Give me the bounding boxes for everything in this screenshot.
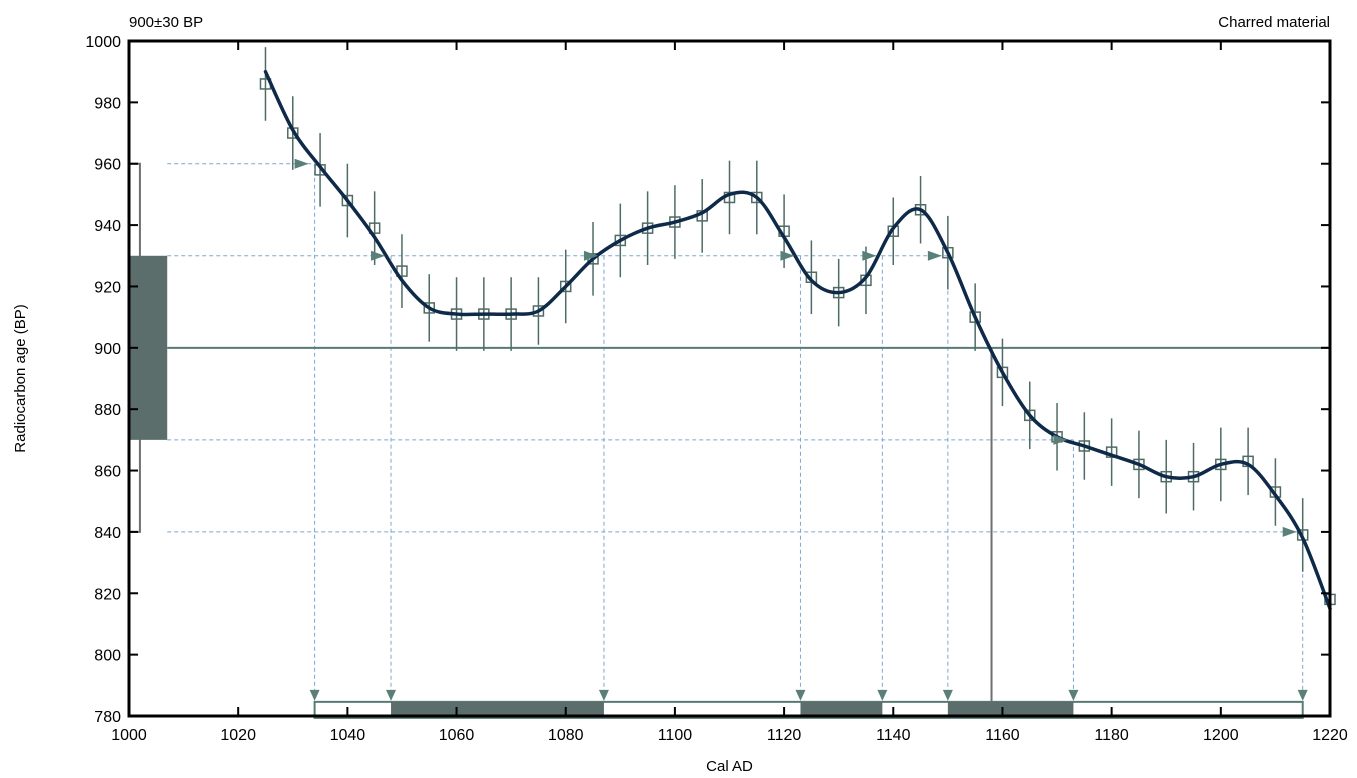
data-point [341, 194, 354, 207]
y-tick-label: 780 [94, 709, 121, 726]
x-tick-label: 1000 [111, 727, 147, 744]
one-sigma-range [800, 701, 883, 718]
x-tick-label: 1180 [1094, 727, 1129, 744]
plot-frame [127, 39, 1332, 718]
decadal-data-points [259, 47, 1336, 637]
x-tick-label: 1040 [330, 727, 366, 744]
y-tick-label: 1000 [85, 34, 121, 51]
guide-arrow [862, 250, 877, 261]
x-tick-label: 1060 [439, 727, 475, 744]
guide-arrow [927, 250, 942, 261]
y-tick-label: 880 [94, 402, 121, 419]
x-tick-label: 1120 [767, 727, 802, 744]
sample-age-label: 900±30 BP [129, 14, 203, 31]
guide-arrow [780, 250, 795, 261]
data-point [942, 246, 954, 259]
data-point [996, 366, 1009, 379]
range-arrow [877, 689, 888, 701]
guide-arrow [583, 250, 598, 261]
x-tick-label: 1140 [876, 727, 911, 744]
y-axis-title: Radiocarbon age (BP) [12, 304, 29, 452]
range-arrow [386, 689, 397, 701]
x-tick-label: 1100 [658, 727, 693, 744]
calibration-curve [263, 69, 1332, 611]
axes [127, 39, 1332, 718]
ticks: 1000 1020 1040 1060 1080 1100 1120 1140 1160 1180… [85, 34, 1347, 744]
y-tick-label: 860 [94, 464, 121, 481]
range-arrow [942, 689, 953, 701]
x-tick-label: 1160 [985, 727, 1020, 744]
y-tick-label: 840 [94, 525, 121, 542]
y-tick-label: 960 [94, 157, 121, 174]
calibration-curve-layer [263, 69, 1332, 611]
data-point [559, 280, 572, 293]
data-point [614, 234, 627, 247]
guide-arrow [294, 158, 309, 169]
y-tick-label: 820 [94, 586, 121, 603]
y-tick-label: 940 [94, 218, 121, 235]
data-point [751, 191, 763, 204]
guide-lines [167, 163, 1330, 710]
guide-arrow [1282, 526, 1297, 537]
data-point [1024, 409, 1036, 422]
y-tick-label: 980 [94, 95, 121, 112]
data-point [969, 311, 981, 323]
x-tick-label: 1220 [1312, 727, 1348, 744]
range-arrow [598, 689, 609, 701]
range-arrow [795, 689, 806, 701]
x-tick-label: 1200 [1203, 727, 1239, 744]
y-tick-label: 800 [94, 648, 121, 665]
x-tick-label: 1020 [220, 727, 256, 744]
x-axis-title: Cal AD [706, 758, 753, 775]
range-arrow [1068, 689, 1079, 701]
guide-arrow [1053, 434, 1068, 445]
material-label: Charred material [1218, 14, 1330, 31]
x-tick-label: 1080 [548, 727, 584, 744]
calibration-bands [129, 162, 1304, 719]
one-sigma-range [391, 701, 604, 718]
arrows [294, 158, 1308, 701]
y-tick-label: 920 [94, 279, 121, 296]
one-sigma-range [947, 701, 1074, 718]
y-tick-label: 900 [94, 341, 121, 358]
guide-arrow [371, 250, 386, 261]
range-arrow [309, 689, 320, 701]
data-point [423, 302, 435, 314]
range-arrow [1297, 689, 1308, 701]
